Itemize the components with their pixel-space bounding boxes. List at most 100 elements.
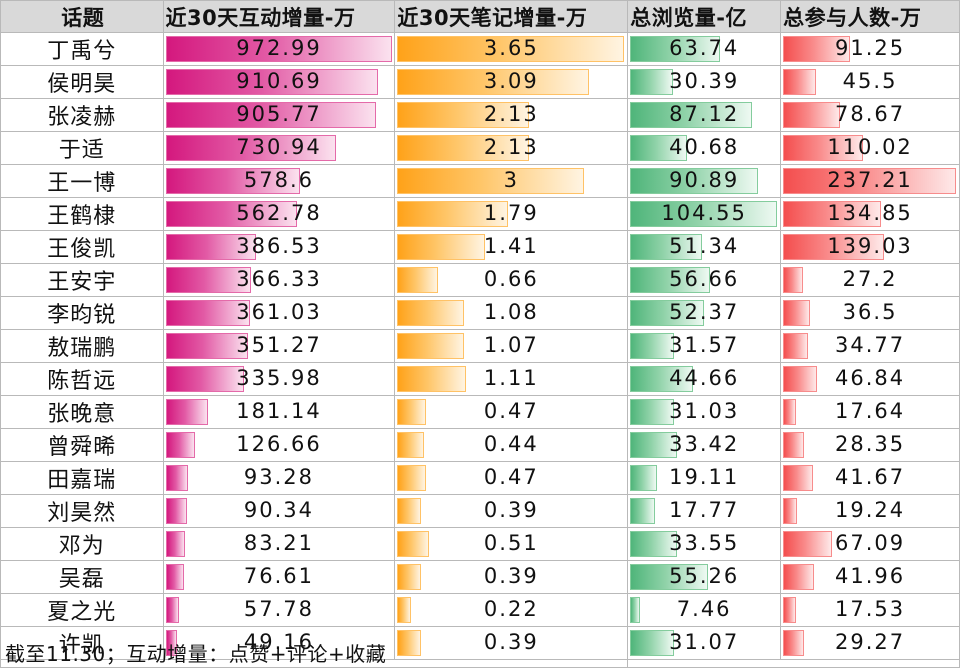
topic-cell[interactable]: 张凌赫 (0, 98, 164, 132)
views-cell[interactable]: 31.07 (627, 626, 782, 660)
interaction-cell[interactable]: 49.16 (162, 626, 396, 660)
participants-cell[interactable]: 36.5 (780, 296, 960, 330)
interaction-cell[interactable]: 972.99 (162, 32, 396, 66)
interaction-cell[interactable]: 351.27 (162, 329, 396, 363)
notes-cell[interactable]: 0.47 (394, 395, 629, 429)
notes-cell[interactable]: 0.22 (394, 593, 629, 627)
views-cell[interactable]: 31.57 (627, 329, 782, 363)
views-cell[interactable]: 55.26 (627, 560, 782, 594)
participants-cell[interactable]: 29.27 (780, 626, 960, 660)
views-cell[interactable]: 7.46 (627, 593, 782, 627)
notes-cell[interactable]: 2.13 (394, 131, 629, 165)
interaction-cell[interactable]: 126.66 (162, 428, 396, 462)
views-cell[interactable]: 90.89 (627, 164, 782, 198)
notes-cell[interactable]: 0.39 (394, 494, 629, 528)
notes-cell[interactable]: 1.11 (394, 362, 629, 396)
notes-cell[interactable]: 0.39 (394, 560, 629, 594)
participants-cell[interactable]: 17.64 (780, 395, 960, 429)
notes-cell[interactable]: 1.07 (394, 329, 629, 363)
interaction-cell[interactable]: 76.61 (162, 560, 396, 594)
participants-cell[interactable]: 41.67 (780, 461, 960, 495)
participants-cell[interactable]: 46.84 (780, 362, 960, 396)
topic-cell[interactable]: 刘昊然 (0, 494, 164, 528)
notes-cell[interactable]: 0.47 (394, 461, 629, 495)
topic-cell[interactable]: 侯明昊 (0, 65, 164, 99)
notes-cell[interactable]: 0.44 (394, 428, 629, 462)
views-cell[interactable]: 52.37 (627, 296, 782, 330)
footnote-empty-cell[interactable] (628, 640, 960, 668)
topic-cell[interactable]: 敖瑞鹏 (0, 329, 164, 363)
views-cell[interactable]: 31.03 (627, 395, 782, 429)
interaction-cell[interactable]: 562.78 (162, 197, 396, 231)
views-cell[interactable]: 33.55 (627, 527, 782, 561)
header-interaction[interactable]: 近30天互动增量-万 (162, 0, 396, 33)
views-cell[interactable]: 104.55 (627, 197, 782, 231)
views-cell[interactable]: 56.66 (627, 263, 782, 297)
topic-cell[interactable]: 吴磊 (0, 560, 164, 594)
interaction-cell[interactable]: 57.78 (162, 593, 396, 627)
topic-cell[interactable]: 夏之光 (0, 593, 164, 627)
participants-cell[interactable]: 78.67 (780, 98, 960, 132)
notes-cell[interactable]: 3.65 (394, 32, 629, 66)
notes-cell[interactable]: 3.09 (394, 65, 629, 99)
topic-cell[interactable]: 王安宇 (0, 263, 164, 297)
interaction-cell[interactable]: 905.77 (162, 98, 396, 132)
topic-cell[interactable]: 邓为 (0, 527, 164, 561)
participants-cell[interactable]: 27.2 (780, 263, 960, 297)
notes-cell[interactable]: 2.13 (394, 98, 629, 132)
interaction-cell[interactable]: 366.33 (162, 263, 396, 297)
interaction-cell[interactable]: 730.94 (162, 131, 396, 165)
topic-cell[interactable]: 张晚意 (0, 395, 164, 429)
header-notes[interactable]: 近30天笔记增量-万 (394, 0, 629, 33)
header-participants[interactable]: 总参与人数-万 (780, 0, 960, 33)
views-cell[interactable]: 30.39 (627, 65, 782, 99)
participants-cell[interactable]: 110.02 (780, 131, 960, 165)
participants-cell[interactable]: 19.24 (780, 494, 960, 528)
topic-cell[interactable]: 陈哲远 (0, 362, 164, 396)
interaction-cell[interactable]: 181.14 (162, 395, 396, 429)
notes-cell[interactable]: 0.39 (394, 626, 629, 660)
topic-cell[interactable]: 许凯 (0, 626, 164, 660)
participants-cell[interactable]: 17.53 (780, 593, 960, 627)
participants-cell[interactable]: 237.21 (780, 164, 960, 198)
participants-cell[interactable]: 28.35 (780, 428, 960, 462)
views-cell[interactable]: 33.42 (627, 428, 782, 462)
participants-cell[interactable]: 139.03 (780, 230, 960, 264)
participants-cell[interactable]: 41.96 (780, 560, 960, 594)
interaction-cell[interactable]: 386.53 (162, 230, 396, 264)
topic-cell[interactable]: 于适 (0, 131, 164, 165)
interaction-cell[interactable]: 83.21 (162, 527, 396, 561)
interaction-cell[interactable]: 90.34 (162, 494, 396, 528)
views-cell[interactable]: 17.77 (627, 494, 782, 528)
topic-cell[interactable]: 王一博 (0, 164, 164, 198)
header-views[interactable]: 总浏览量-亿 (627, 0, 782, 33)
interaction-cell[interactable]: 93.28 (162, 461, 396, 495)
notes-cell[interactable]: 3 (394, 164, 629, 198)
topic-cell[interactable]: 李昀锐 (0, 296, 164, 330)
topic-cell[interactable]: 王鹤棣 (0, 197, 164, 231)
views-cell[interactable]: 19.11 (627, 461, 782, 495)
views-cell[interactable]: 51.34 (627, 230, 782, 264)
notes-cell[interactable]: 1.79 (394, 197, 629, 231)
participants-cell[interactable]: 34.77 (780, 329, 960, 363)
notes-cell[interactable]: 1.08 (394, 296, 629, 330)
notes-cell[interactable]: 0.51 (394, 527, 629, 561)
interaction-cell[interactable]: 910.69 (162, 65, 396, 99)
topic-cell[interactable]: 丁禹兮 (0, 32, 164, 66)
topic-cell[interactable]: 曾舜晞 (0, 428, 164, 462)
interaction-cell[interactable]: 335.98 (162, 362, 396, 396)
participants-cell[interactable]: 67.09 (780, 527, 960, 561)
interaction-cell[interactable]: 578.6 (162, 164, 396, 198)
interaction-cell[interactable]: 361.03 (162, 296, 396, 330)
topic-cell[interactable]: 王俊凯 (0, 230, 164, 264)
participants-cell[interactable]: 91.25 (780, 32, 960, 66)
views-cell[interactable]: 44.66 (627, 362, 782, 396)
views-cell[interactable]: 63.74 (627, 32, 782, 66)
views-cell[interactable]: 40.68 (627, 131, 782, 165)
notes-cell[interactable]: 0.66 (394, 263, 629, 297)
views-cell[interactable]: 87.12 (627, 98, 782, 132)
participants-cell[interactable]: 134.85 (780, 197, 960, 231)
header-topic[interactable]: 话题 (0, 0, 164, 33)
topic-cell[interactable]: 田嘉瑞 (0, 461, 164, 495)
notes-cell[interactable]: 1.41 (394, 230, 629, 264)
